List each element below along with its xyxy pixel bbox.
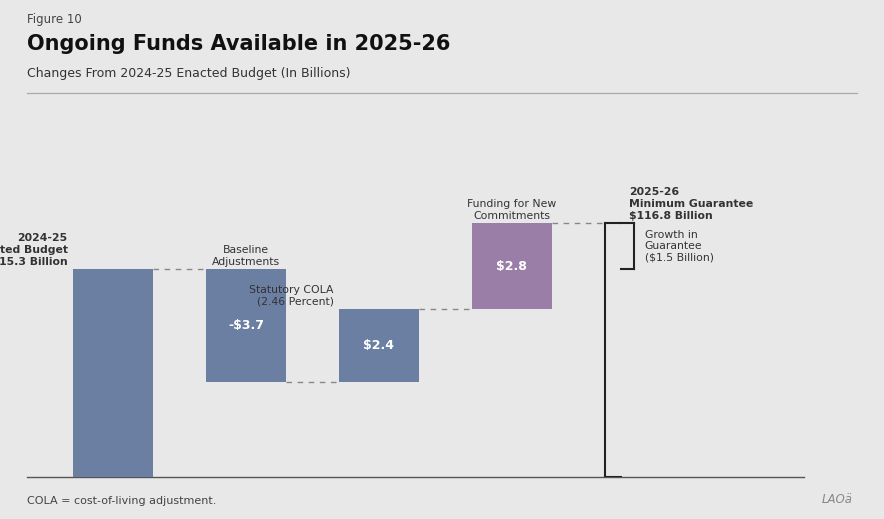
Text: Ongoing Funds Available in 2025-26: Ongoing Funds Available in 2025-26 [27, 34, 450, 54]
Text: 2025-26
Minimum Guarantee
$116.8 Billion: 2025-26 Minimum Guarantee $116.8 Billion [629, 187, 753, 221]
Text: Figure 10: Figure 10 [27, 13, 81, 26]
Text: COLA = cost-of-living adjustment.: COLA = cost-of-living adjustment. [27, 496, 216, 506]
Text: Changes From 2024-25 Enacted Budget (In Billions): Changes From 2024-25 Enacted Budget (In … [27, 67, 350, 80]
Text: LAOä: LAOä [822, 493, 853, 506]
Text: -$3.7: -$3.7 [228, 319, 264, 332]
Text: Baseline
Adjustments: Baseline Adjustments [212, 245, 280, 267]
Bar [206, 269, 286, 383]
Text: $2.4: $2.4 [363, 339, 394, 352]
Text: 2024-25
Enacted Budget
$115.3 Billion: 2024-25 Enacted Budget $115.3 Billion [0, 234, 68, 267]
Text: Statutory COLA
(2.46 Percent): Statutory COLA (2.46 Percent) [249, 285, 333, 307]
Text: $2.8: $2.8 [497, 260, 528, 272]
Bar [73, 269, 153, 477]
Bar [339, 309, 419, 383]
Bar [472, 223, 552, 309]
Text: Growth in
Guarantee
($1.5 Billion): Growth in Guarantee ($1.5 Billion) [644, 229, 714, 263]
Text: Funding for New
Commitments: Funding for New Commitments [468, 199, 557, 221]
